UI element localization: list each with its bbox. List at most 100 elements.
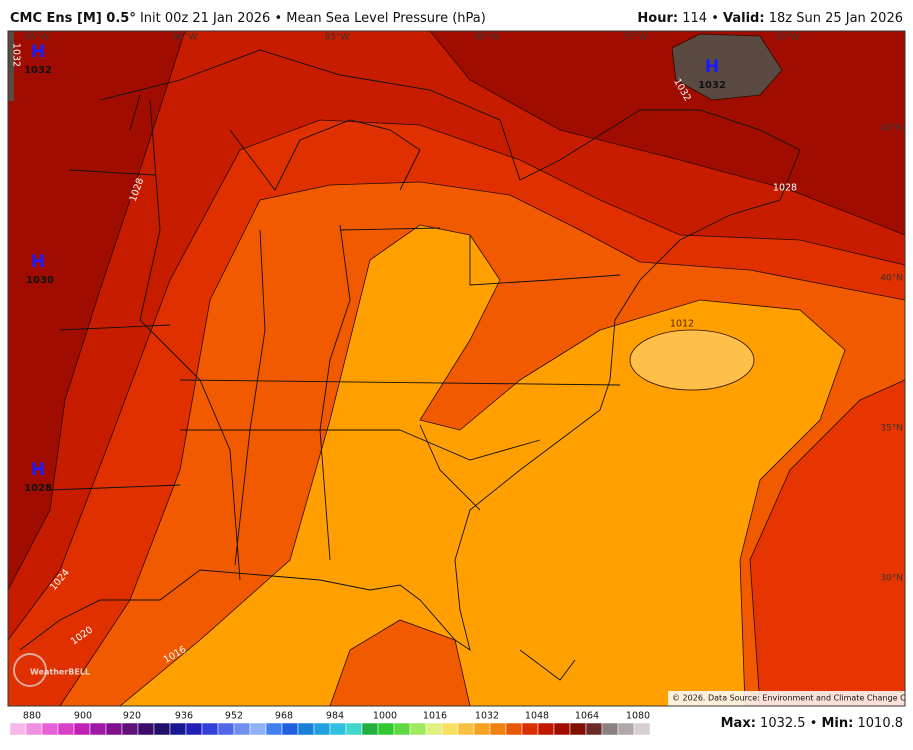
contour-label: 1012 (670, 319, 694, 330)
colorbar-swatch (489, 722, 507, 736)
colorbar-tick: 1080 (626, 711, 650, 722)
valid: 18z Sun 25 Jan 2026 (769, 11, 903, 26)
colorbar-swatch (25, 722, 43, 736)
high-value: 1032 (698, 80, 726, 91)
colorbar-swatch (297, 722, 315, 736)
colorbar-swatch (233, 722, 251, 736)
colorbar-swatch (425, 722, 443, 736)
band-above-1032 (671, 33, 783, 101)
state-borders (49, 99, 621, 581)
copyright-bg (668, 691, 905, 706)
latitude-label: 30°N (880, 574, 903, 584)
colorbar-swatch (281, 722, 299, 736)
colorbar-swatch (377, 722, 395, 736)
longitude-label: 80°W (475, 33, 500, 43)
band-1016-1020 (749, 379, 905, 706)
colorbar-tick: 1016 (423, 711, 447, 722)
longitude-label: 90°W (173, 33, 198, 43)
colorbar-swatch (9, 722, 27, 736)
colorbar-swatch (217, 722, 235, 736)
valid-label: Valid: (723, 11, 765, 26)
latitude-label: 35°N (880, 424, 903, 434)
longitude-label: 95°W (25, 33, 50, 43)
lakes (129, 94, 576, 681)
colorbar-swatch (617, 722, 635, 736)
hour: 114 (682, 11, 707, 26)
colorbar-swatch (313, 722, 331, 736)
colorbar-swatch (505, 722, 523, 736)
map-frame (7, 30, 906, 707)
colorbar-swatch (153, 722, 171, 736)
colorbar-tick: 936 (175, 711, 193, 722)
high-value: 1030 (26, 275, 54, 286)
colorbar-swatch (537, 722, 555, 736)
colorbar-swatch (89, 722, 107, 736)
colorbar-swatch (441, 722, 459, 736)
longitude-label: 70°W (775, 33, 800, 43)
colorbar-tick: 984 (326, 711, 344, 722)
min-label: Min: (822, 716, 854, 731)
hour-label: Hour: (637, 11, 678, 26)
high-value: 1032 (24, 65, 52, 76)
colorbar-tick: 880 (23, 711, 41, 722)
contour-label: 1032 (11, 43, 22, 67)
colorbar-tick: 1064 (575, 711, 599, 722)
colorbar-tick: 1032 (475, 711, 499, 722)
max: 1032.5 (760, 716, 806, 731)
colorbar-swatch (41, 722, 59, 736)
colorbar-swatch (393, 722, 411, 736)
model-name: CMC Ens [M] 0.5° (10, 11, 136, 26)
colorbar-swatch (137, 722, 155, 736)
separator: • (810, 716, 818, 731)
high-symbol: H (31, 252, 45, 272)
contour-label: 1028 (773, 183, 797, 194)
colorbar-swatch (105, 722, 123, 736)
high-symbol: H (705, 57, 719, 77)
colorbar-tick: 1000 (373, 711, 397, 722)
colorbar-swatch (569, 722, 587, 736)
colorbar-swatch (169, 722, 187, 736)
longitude-label: 85°W (325, 33, 350, 43)
max-label: Max: (721, 716, 756, 731)
colorbar-swatch (473, 722, 491, 736)
colorbar-tick: 1048 (525, 711, 549, 722)
colorbar-swatch (585, 722, 603, 736)
colorbar-swatch (361, 722, 379, 736)
colorbar-swatch (345, 722, 363, 736)
colorbar-swatch (73, 722, 91, 736)
colorbar-swatch (329, 722, 347, 736)
colorbar-swatch (521, 722, 539, 736)
colorbar-swatch (457, 722, 475, 736)
colorbar-swatch (553, 722, 571, 736)
logo-mark (13, 653, 47, 687)
colorbar-swatch (121, 722, 139, 736)
high-symbol: H (31, 42, 45, 62)
header-left: CMC Ens [M] 0.5° Init 00z 21 Jan 2026 • … (10, 11, 486, 26)
colorbar-tick: 968 (275, 711, 293, 722)
colorbar-swatch (57, 722, 75, 736)
header-right: Hour: 114 • Valid: 18z Sun 25 Jan 2026 (637, 11, 903, 26)
longitude-label: 75°W (623, 33, 648, 43)
colorbar-swatch (409, 722, 427, 736)
high-value: 1028 (24, 483, 52, 494)
latitude-label: 45°N (880, 124, 903, 134)
colorbar-tick: 952 (225, 711, 243, 722)
colorbar (9, 722, 651, 736)
band-below-1012 (629, 329, 755, 391)
colorbar-tick: 900 (74, 711, 92, 722)
latitude-label: 40°N (880, 274, 903, 284)
band-above-1032 (8, 31, 14, 101)
copyright: © 2026. Data Source: Environment and Cli… (672, 694, 913, 703)
coastline (19, 49, 801, 652)
map: 95°W 90°W 85°W 80°W 75°W 70°W 45°N 40°N … (8, 31, 913, 706)
colorbar-swatch (201, 722, 219, 736)
colorbar-swatch (185, 722, 203, 736)
separator: • (711, 11, 719, 26)
min: 1010.8 (858, 716, 904, 731)
colorbar-swatch (601, 722, 619, 736)
footer-stats: Max: 1032.5 • Min: 1010.8 (721, 716, 903, 731)
colorbar-tick: 920 (123, 711, 141, 722)
colorbar-swatch (633, 722, 651, 736)
header-title: Init 00z 21 Jan 2026 • Mean Sea Level Pr… (140, 11, 486, 26)
